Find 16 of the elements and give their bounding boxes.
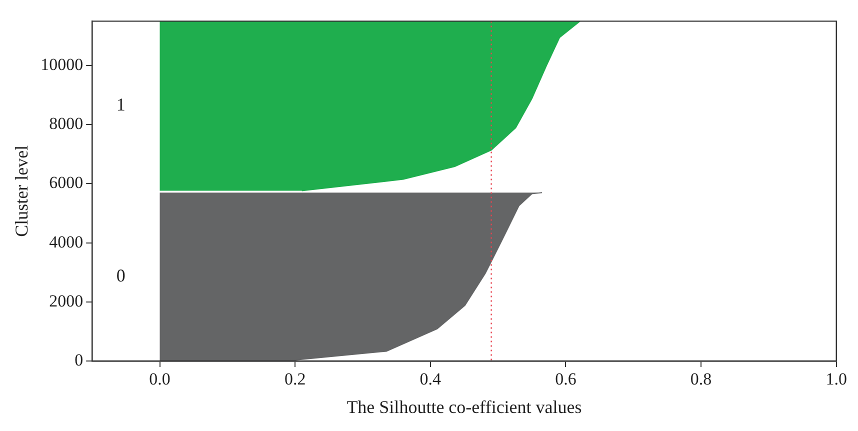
x-axis-title: The Silhoutte co-efficient values [346, 396, 582, 417]
x-tick-label: 0.6 [555, 370, 576, 389]
y-tick-label: 4000 [49, 232, 84, 252]
x-tick-label: 0.0 [149, 370, 170, 389]
series-label: 1 [116, 94, 126, 115]
x-tick-label: 0.2 [284, 370, 306, 389]
y-tick-label: 8000 [49, 114, 84, 134]
y-tick-label: 0 [74, 350, 84, 370]
y-tick-label: 10000 [40, 54, 84, 74]
series-label: 0 [116, 266, 126, 286]
x-tick-label: 0.8 [690, 370, 712, 389]
y-axis-title: Cluster level [12, 145, 32, 237]
x-tick-label: 1.0 [826, 370, 847, 389]
y-tick-label: 2000 [49, 291, 84, 310]
x-tick-label: 0.4 [420, 370, 442, 389]
y-tick-label: 6000 [49, 173, 84, 192]
